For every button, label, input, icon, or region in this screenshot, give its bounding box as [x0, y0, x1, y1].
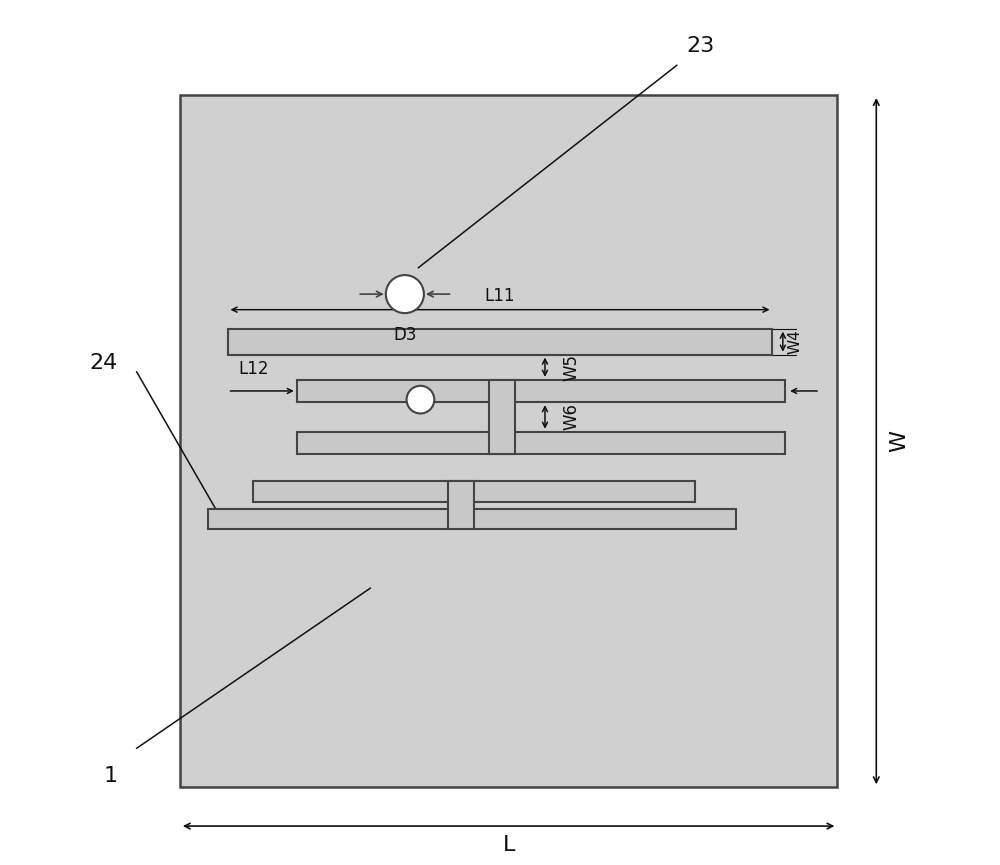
Circle shape	[386, 275, 424, 313]
Text: L11: L11	[485, 287, 515, 305]
Text: 1: 1	[104, 766, 118, 785]
Text: W4: W4	[787, 330, 802, 354]
Bar	[448, 481, 474, 529]
Text: D3: D3	[393, 326, 417, 344]
Text: W: W	[889, 430, 909, 452]
Text: 23: 23	[686, 36, 714, 56]
Text: L12: L12	[238, 360, 269, 378]
Circle shape	[407, 386, 434, 413]
Text: W5: W5	[562, 354, 580, 381]
Bar	[253, 481, 695, 502]
Text: W6: W6	[562, 403, 580, 431]
Bar	[297, 432, 785, 454]
Bar	[208, 509, 736, 529]
Bar	[228, 329, 772, 355]
Bar	[489, 380, 515, 454]
Text: L: L	[502, 835, 515, 855]
Bar	[180, 95, 837, 787]
Bar	[297, 380, 785, 402]
Text: 24: 24	[89, 353, 117, 374]
